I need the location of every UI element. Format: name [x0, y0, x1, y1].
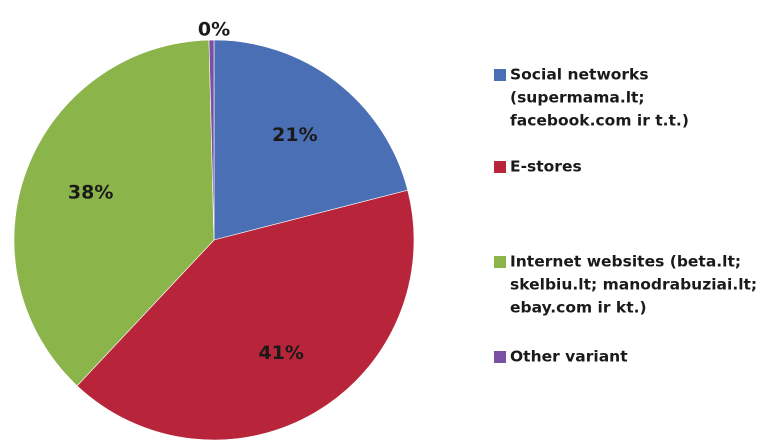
legend-swatch-other-variant — [494, 351, 506, 363]
legend-label-other-variant-line-1: Other variant — [510, 348, 628, 366]
legend-label-internet-websites-line-3: ebay.com ir kt.) — [510, 299, 647, 317]
legend-item-social-networks: Social networks (supermama.lt; facebook.co… — [494, 66, 689, 130]
legend-item-e-stores: E-stores — [494, 158, 582, 176]
legend-item-internet-websites: Internet websites (beta.lt; skelbiu.lt; m… — [494, 253, 757, 317]
legend-item-other-variant: Other variant — [494, 348, 628, 366]
legend-swatch-social-networks — [494, 69, 506, 81]
pie-slice-other-variant — [208, 39, 215, 241]
pie-slice-social-networks — [213, 39, 409, 241]
pie-slice-e-stores — [76, 189, 415, 440]
pie-data-labels: 21% 41% 38% 0% — [68, 19, 318, 365]
legend-label-internet-websites-line-1: Internet websites (beta.lt; — [510, 253, 741, 271]
legend-label-social-networks-line-3: facebook.com ir t.t.) — [510, 112, 689, 130]
legend-label-e-stores-line-1: E-stores — [510, 158, 582, 176]
data-label-other-variant: 0% — [198, 19, 230, 41]
legend-swatch-e-stores — [494, 161, 506, 173]
pie-slice-internet-websites — [13, 39, 215, 387]
pie-slices — [13, 39, 415, 440]
legend-swatch-internet-websites — [494, 256, 506, 268]
data-label-e-stores: 41% — [258, 342, 303, 364]
data-label-internet-websites: 38% — [68, 181, 113, 203]
data-label-social-networks: 21% — [272, 124, 317, 146]
chart-legend: Social networks (supermama.lt; facebook.co… — [494, 66, 757, 366]
legend-label-internet-websites-line-2: skelbiu.lt; manodrabuziai.lt; — [510, 276, 757, 294]
legend-label-social-networks-line-1: Social networks — [510, 66, 649, 84]
legend-label-social-networks-line-2: (supermama.lt; — [510, 89, 645, 107]
